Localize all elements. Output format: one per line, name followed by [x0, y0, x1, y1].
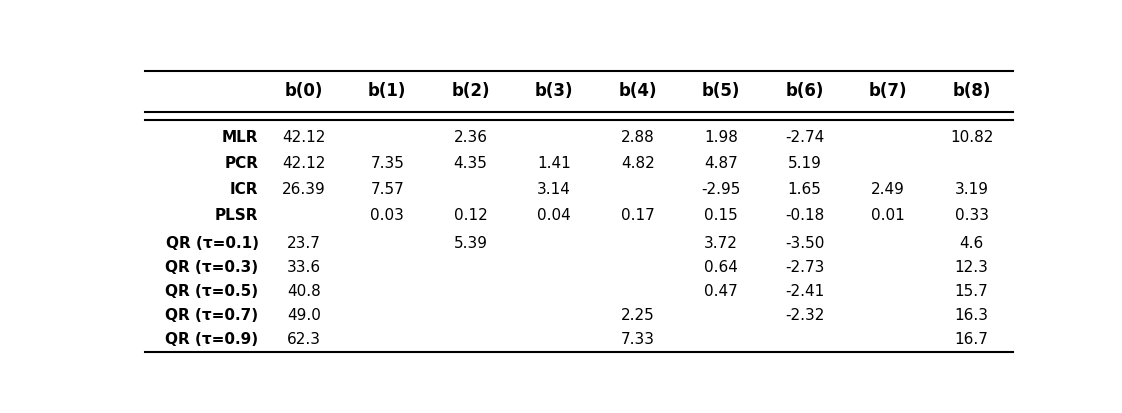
- Text: 12.3: 12.3: [955, 259, 988, 274]
- Text: 1.98: 1.98: [705, 129, 738, 144]
- Text: 2.36: 2.36: [453, 129, 488, 144]
- Text: 40.8: 40.8: [287, 283, 321, 298]
- Text: 0.47: 0.47: [705, 283, 738, 298]
- Text: 2.49: 2.49: [871, 181, 905, 197]
- Text: 4.6: 4.6: [959, 235, 984, 250]
- Text: ICR: ICR: [230, 181, 258, 197]
- Text: 0.33: 0.33: [955, 207, 988, 223]
- Text: b(1): b(1): [368, 81, 406, 100]
- Text: 2.88: 2.88: [620, 129, 654, 144]
- Text: 7.33: 7.33: [620, 331, 654, 346]
- Text: 4.35: 4.35: [453, 155, 488, 170]
- Text: 0.03: 0.03: [370, 207, 404, 223]
- Text: QR (τ=0.5): QR (τ=0.5): [165, 283, 258, 298]
- Text: 1.41: 1.41: [537, 155, 571, 170]
- Text: 0.15: 0.15: [705, 207, 738, 223]
- Text: -0.18: -0.18: [785, 207, 825, 223]
- Text: -2.73: -2.73: [785, 259, 825, 274]
- Text: 4.87: 4.87: [705, 155, 738, 170]
- Text: 10.82: 10.82: [950, 129, 993, 144]
- Text: 3.14: 3.14: [537, 181, 571, 197]
- Text: b(0): b(0): [285, 81, 323, 100]
- Text: 1.65: 1.65: [788, 181, 821, 197]
- Text: -2.32: -2.32: [785, 307, 825, 322]
- Text: 3.19: 3.19: [955, 181, 988, 197]
- Text: b(3): b(3): [535, 81, 573, 100]
- Text: 16.3: 16.3: [955, 307, 988, 322]
- Text: 23.7: 23.7: [287, 235, 321, 250]
- Text: 0.01: 0.01: [871, 207, 905, 223]
- Text: 0.12: 0.12: [453, 207, 488, 223]
- Text: b(6): b(6): [785, 81, 824, 100]
- Text: 33.6: 33.6: [286, 259, 321, 274]
- Text: 0.04: 0.04: [537, 207, 571, 223]
- Text: b(8): b(8): [953, 81, 991, 100]
- Text: 2.25: 2.25: [620, 307, 654, 322]
- Text: -2.41: -2.41: [785, 283, 825, 298]
- Text: 7.57: 7.57: [370, 181, 404, 197]
- Text: MLR: MLR: [222, 129, 258, 144]
- Text: 26.39: 26.39: [282, 181, 325, 197]
- Text: 42.12: 42.12: [282, 155, 325, 170]
- Text: -3.50: -3.50: [785, 235, 825, 250]
- Text: 42.12: 42.12: [282, 129, 325, 144]
- Text: 16.7: 16.7: [955, 331, 988, 346]
- Text: 0.17: 0.17: [620, 207, 654, 223]
- Text: 7.35: 7.35: [370, 155, 404, 170]
- Text: QR (τ=0.1): QR (τ=0.1): [166, 235, 258, 250]
- Text: 5.39: 5.39: [453, 235, 488, 250]
- Text: -2.95: -2.95: [701, 181, 741, 197]
- Text: QR (τ=0.9): QR (τ=0.9): [165, 331, 258, 346]
- Text: b(7): b(7): [868, 81, 908, 100]
- Text: 62.3: 62.3: [287, 331, 321, 346]
- Text: PLSR: PLSR: [215, 207, 258, 223]
- Text: QR (τ=0.3): QR (τ=0.3): [165, 259, 258, 274]
- Text: 3.72: 3.72: [705, 235, 738, 250]
- Text: b(2): b(2): [451, 81, 490, 100]
- Text: b(4): b(4): [618, 81, 656, 100]
- Text: 15.7: 15.7: [955, 283, 988, 298]
- Text: 0.64: 0.64: [705, 259, 738, 274]
- Text: PCR: PCR: [224, 155, 258, 170]
- Text: 49.0: 49.0: [287, 307, 321, 322]
- Text: 5.19: 5.19: [788, 155, 821, 170]
- Text: -2.74: -2.74: [785, 129, 825, 144]
- Text: QR (τ=0.7): QR (τ=0.7): [165, 307, 258, 322]
- Text: b(5): b(5): [702, 81, 741, 100]
- Text: 4.82: 4.82: [620, 155, 654, 170]
